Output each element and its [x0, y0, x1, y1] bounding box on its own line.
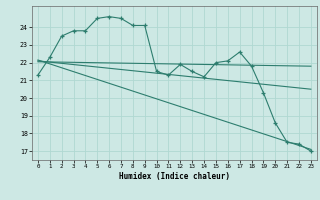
X-axis label: Humidex (Indice chaleur): Humidex (Indice chaleur): [119, 172, 230, 181]
